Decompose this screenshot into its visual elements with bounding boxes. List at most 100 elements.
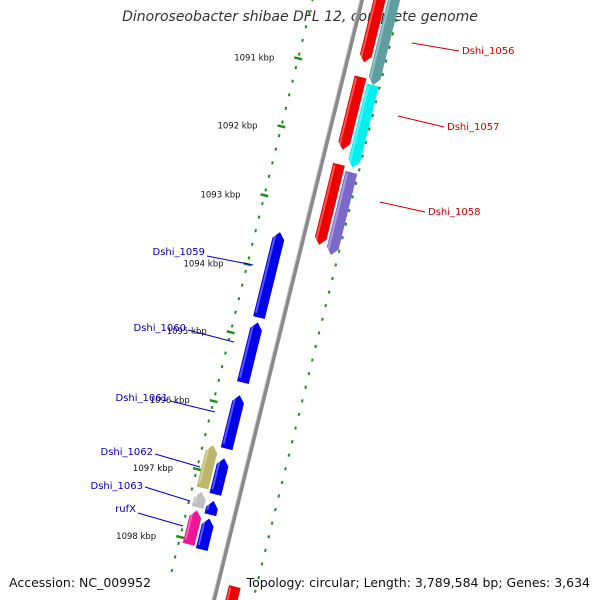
gene-arrow-forward-sheen [338, 77, 358, 146]
scale-dot [341, 236, 344, 240]
gene-label-leader [154, 453, 201, 468]
scale-dot [257, 575, 261, 580]
gene-arrow-reverse-sheen [222, 395, 237, 445]
scale-dot [253, 589, 257, 593]
scale-dot [394, 18, 398, 22]
scale-dot [207, 419, 211, 423]
scale-dot [324, 304, 328, 308]
scale-dot [287, 453, 291, 457]
gene-label: Dshi_1059 [153, 247, 205, 258]
scale-dot [274, 147, 278, 151]
gene-label: Dshi_1056 [462, 46, 514, 57]
scale-dot [364, 140, 368, 145]
gene-label: Dshi_1062 [101, 447, 153, 458]
gene-arrow-forward [225, 585, 241, 600]
backbone-highlight [211, 0, 361, 600]
gene-arrow-reverse-sheen [206, 501, 211, 511]
gene-arrow-reverse-sheen [239, 323, 255, 379]
gene-arrow-forward-sheen [360, 0, 377, 58]
scale-dot [210, 405, 214, 410]
gene-arrow-reverse [253, 232, 285, 319]
gene-arrow-reverse-sheen [184, 511, 194, 540]
scale-dot [264, 548, 267, 553]
scale-tick-label: 1092 kbp [217, 121, 257, 131]
scale-dot [331, 276, 334, 281]
scale-dot [187, 500, 190, 505]
scale-dot [297, 52, 301, 56]
gene-label-leader [411, 42, 460, 52]
gene-label-leader [169, 400, 216, 413]
scale-tick-label: 1098 kbp [116, 532, 156, 542]
scale-dot [281, 120, 284, 124]
scale-dot [388, 45, 391, 50]
scale-tick [209, 398, 218, 404]
gene-arrow-forward-sheen [315, 165, 336, 241]
gene-label: Dshi_1057 [447, 122, 499, 133]
scale-dot [271, 161, 274, 165]
scale-dot [351, 195, 354, 199]
genome-summary: Topology: circular; Length: 3,789,584 bp… [246, 575, 590, 590]
scale-dot [344, 222, 348, 226]
scale-dot [240, 283, 244, 287]
scale-dot [284, 467, 287, 471]
gene-arrow-reverse-sheen [255, 232, 277, 313]
scale-dot [183, 514, 187, 518]
scale-dot [391, 32, 395, 36]
scale-dot [307, 11, 311, 15]
genome-backbone [211, 0, 365, 600]
scale-dot [250, 242, 254, 247]
gene-arrow-forward [359, 0, 386, 63]
scale-dot [310, 358, 314, 362]
gene-arrow-reverse-sheen [197, 519, 206, 546]
scale-dot [170, 568, 174, 573]
gene-arrow-reverse [196, 445, 218, 490]
scale-dot [327, 290, 331, 294]
scale-dot [277, 133, 281, 138]
scale-dot [384, 59, 388, 63]
gene-arrow-reverse [182, 510, 202, 546]
scale-tick-label: 1091 kbp [234, 53, 274, 63]
scale-tick-label: 1093 kbp [200, 190, 240, 200]
scale-dot [244, 269, 247, 274]
scale-dot [237, 297, 241, 301]
scale-tick [192, 466, 202, 472]
scale-dot [204, 432, 207, 437]
scale-tick [226, 330, 235, 335]
scale-dot [301, 38, 304, 43]
gene-label-leader [144, 486, 191, 502]
scale-tick [175, 534, 185, 540]
gene-arrow-forward [338, 75, 367, 150]
scale-dot [334, 263, 338, 267]
scale-dot [311, 0, 314, 2]
scale-tick-label: 1096 kbp [150, 396, 190, 406]
scale-dot [294, 65, 298, 70]
scale-dot [254, 229, 257, 233]
gene-arrow-reverse [237, 322, 262, 385]
gene-label: Dshi_1063 [91, 481, 143, 492]
scale-dot [274, 507, 277, 512]
scale-dot [317, 331, 321, 335]
gene-label-leader [379, 201, 426, 213]
scale-dot [337, 249, 341, 254]
scale-dot [180, 528, 184, 532]
scale-dot [214, 392, 217, 396]
scale-dot [217, 378, 221, 382]
scale-dot [193, 473, 197, 478]
scale-dot [367, 127, 371, 131]
scale-dot [361, 154, 364, 158]
scale-dot [277, 494, 281, 498]
gene-arrow-reverse [209, 458, 229, 496]
gene-arrow-forward [326, 171, 358, 256]
scale-dot [287, 93, 291, 97]
scale-dot [267, 174, 271, 179]
gene-label-leader [137, 512, 184, 527]
scale-dot [267, 535, 271, 539]
gene-arrow-forward [368, 0, 401, 86]
gene-arrow-reverse [191, 491, 206, 509]
scale-dot [291, 79, 294, 83]
gene-label: rufX [115, 504, 136, 515]
scale-dot [304, 385, 307, 389]
gene-arrow-forward [348, 83, 379, 168]
gene-arrow-forward-sheen [348, 85, 370, 164]
